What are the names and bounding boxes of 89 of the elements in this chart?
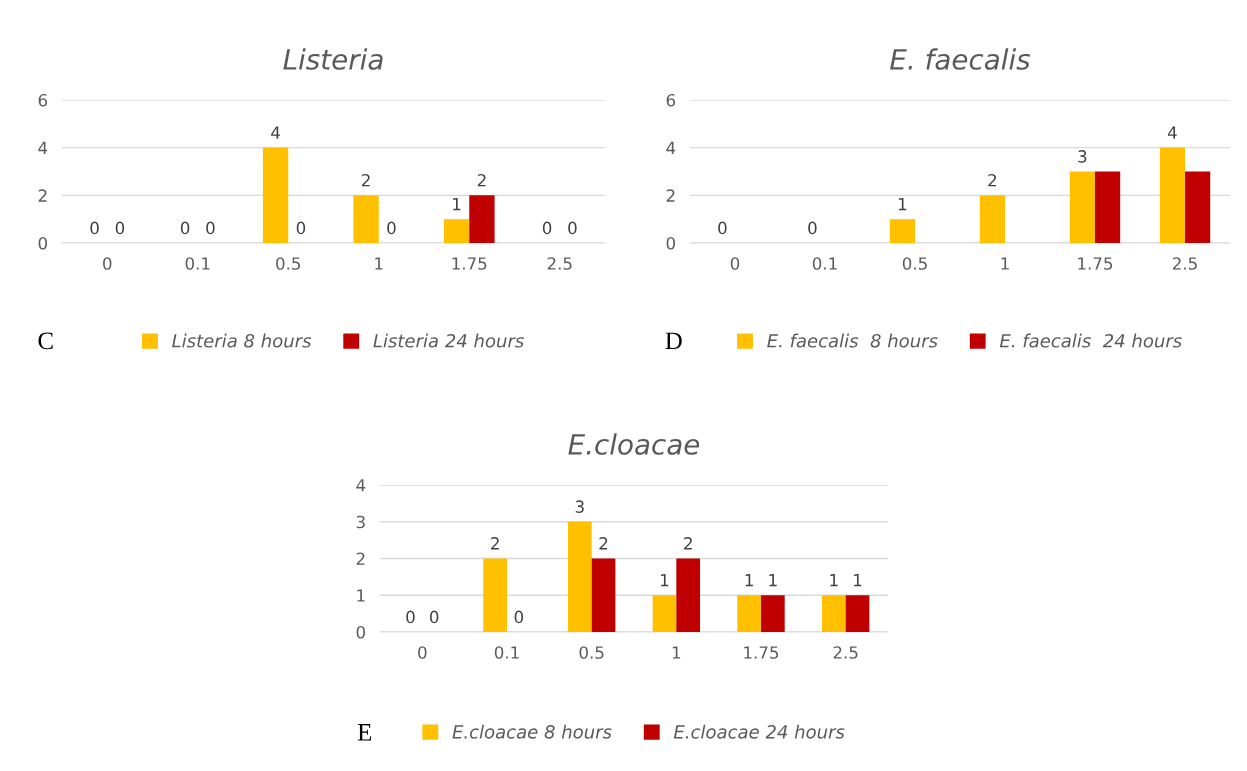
x-tick-label: 1: [375, 257, 383, 270]
bar: [889, 219, 915, 243]
data-label: 2: [477, 173, 486, 187]
bar: [591, 558, 616, 632]
data-label: 1: [453, 197, 461, 211]
x-tick-label: 0: [730, 257, 740, 270]
bar: [979, 195, 1005, 243]
x-tick-label: 1.75: [744, 646, 779, 659]
y-tick-label: 6: [666, 93, 676, 107]
y-tick-label: 3: [356, 515, 365, 529]
data-label: 2: [599, 537, 608, 550]
legend-label: Listeria 24 hours: [373, 333, 524, 348]
bar: [469, 195, 495, 243]
x-tick-label: 1.75: [452, 257, 487, 270]
text: C: [38, 332, 53, 350]
data-label: 0: [387, 221, 396, 235]
bar: [676, 558, 701, 632]
data-label: 0: [206, 221, 215, 235]
x-tick-label: 0.1: [812, 257, 837, 270]
chart-title: Listeria: [283, 48, 383, 70]
data-label: 3: [575, 500, 584, 513]
legend-label: E.cloacae 24 hours: [673, 724, 845, 739]
y-tick-label: 0: [356, 625, 365, 639]
bar: [761, 595, 785, 632]
bar: [821, 595, 846, 632]
bar: [737, 595, 761, 632]
legend-label: E. faecalis 24 hours: [999, 333, 1182, 348]
bar: [845, 595, 870, 632]
x-tick-label: 0.1: [494, 646, 519, 659]
legend-label: E.cloacae 8 hours: [452, 724, 612, 739]
bar: [1185, 171, 1211, 243]
data-label: 0: [180, 221, 190, 235]
x-tick-label: 2.5: [1172, 257, 1197, 270]
y-tick-label: 2: [666, 189, 675, 202]
x-tick-label: 1.75: [1078, 257, 1113, 270]
y-tick-label: 4: [38, 141, 48, 154]
bar: [567, 521, 592, 632]
x-tick-label: 1: [1001, 257, 1009, 270]
y-tick-label: 6: [38, 93, 48, 107]
bar: [262, 147, 289, 243]
chart-title: E.cloacae: [568, 433, 700, 455]
x-tick-label: 0.1: [185, 257, 210, 270]
data-label: 0: [406, 610, 415, 624]
data-label: 0: [296, 221, 306, 235]
bar: [652, 595, 677, 632]
data-label: 2: [491, 537, 499, 550]
x-tick-label: 0.5: [276, 257, 301, 270]
y-tick-label: 0: [38, 236, 47, 250]
chart-title: E. faecalis: [890, 48, 1031, 70]
data-label: 0: [808, 221, 817, 235]
data-label: 2: [684, 537, 692, 550]
data-label: 0: [90, 221, 99, 235]
data-label: 0: [115, 221, 125, 235]
bar: [1095, 171, 1121, 243]
data-label: 0: [568, 221, 577, 235]
text: D: [665, 332, 682, 350]
y-tick-label: 2: [356, 552, 365, 565]
x-tick-label: 0: [103, 257, 112, 270]
bar: [443, 219, 470, 243]
data-label: 4: [1167, 126, 1177, 139]
data-label: 0: [429, 610, 439, 624]
bar: [483, 558, 507, 632]
text: E: [357, 724, 372, 741]
data-label: 0: [718, 221, 727, 235]
x-tick-label: 0: [418, 646, 427, 659]
legend-label: Listeria 8 hours: [172, 333, 312, 348]
data-label: 1: [830, 574, 838, 587]
data-label: 3: [1078, 150, 1087, 163]
data-label: 1: [854, 574, 862, 587]
data-label: 0: [514, 610, 524, 624]
x-tick-label: 0.5: [902, 257, 927, 270]
data-label: 0: [542, 221, 552, 235]
y-tick-label: 1: [357, 589, 365, 602]
y-tick-label: 4: [666, 141, 676, 154]
x-tick-label: 2.5: [547, 257, 572, 270]
data-label: 4: [271, 126, 280, 139]
y-tick-label: 4: [356, 479, 366, 492]
x-tick-label: 0.5: [579, 646, 604, 659]
y-tick-label: 2: [38, 189, 47, 202]
bar: [1159, 147, 1185, 243]
data-label: 2: [988, 173, 997, 187]
bar: [1069, 171, 1095, 243]
x-tick-label: 2.5: [833, 646, 858, 659]
data-label: 1: [898, 197, 907, 211]
bar: [353, 195, 379, 243]
data-label: 1: [769, 574, 777, 587]
data-label: 1: [745, 574, 753, 587]
y-tick-label: 0: [666, 236, 675, 250]
legend-label: E. faecalis 8 hours: [767, 333, 938, 348]
